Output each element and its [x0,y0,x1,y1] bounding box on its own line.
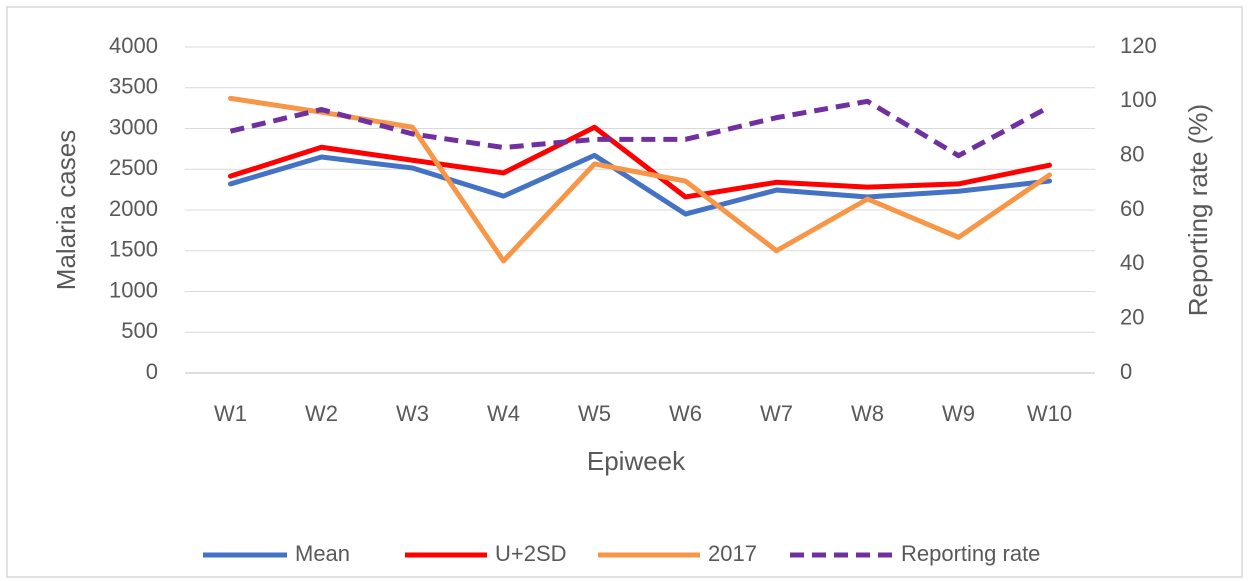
y-tick-label: 500 [121,318,158,343]
legend-label: Mean [295,541,350,566]
legend-label: 2017 [708,541,757,566]
y2-tick-label: 120 [1120,33,1157,58]
y2-tick-label: 60 [1120,196,1144,221]
legend-label: Reporting rate [901,541,1040,566]
series-line [228,124,1052,200]
x-tick-label: W10 [1027,401,1072,426]
y-tick-label: 4000 [109,33,158,58]
y2-tick-label: 20 [1120,304,1144,329]
y2-tick-label: 80 [1120,141,1144,166]
y-axis-title: Malaria cases [51,130,81,290]
x-tick-label: W2 [305,401,338,426]
y-tick-label: 2500 [109,155,158,180]
y2-tick-label: 100 [1120,87,1157,112]
x-tick-label: W3 [396,401,429,426]
series-line [229,98,1051,159]
x-axis-title: Epiweek [587,446,686,476]
x-tick-label: W6 [669,401,702,426]
legend-label: U+2SD [495,541,567,566]
y-tick-label: 1500 [109,237,158,262]
y-tick-label: 2000 [109,196,158,221]
y-tick-label: 3500 [109,74,158,99]
y2-axis-title: Reporting rate (%) [1183,104,1213,316]
x-tick-label: W4 [487,401,520,426]
x-tick-label: W7 [760,401,793,426]
x-tick-label: W1 [214,401,247,426]
x-tick-label: W5 [578,401,611,426]
x-tick-label: W9 [942,401,975,426]
y-tick-label: 3000 [109,114,158,139]
y2-tick-label: 40 [1120,250,1144,275]
y-tick-label: 1000 [109,277,158,302]
y-tick-label: 0 [146,359,158,384]
y2-tick-label: 0 [1120,359,1132,384]
series-line [228,152,1052,217]
x-tick-label: W8 [851,401,884,426]
